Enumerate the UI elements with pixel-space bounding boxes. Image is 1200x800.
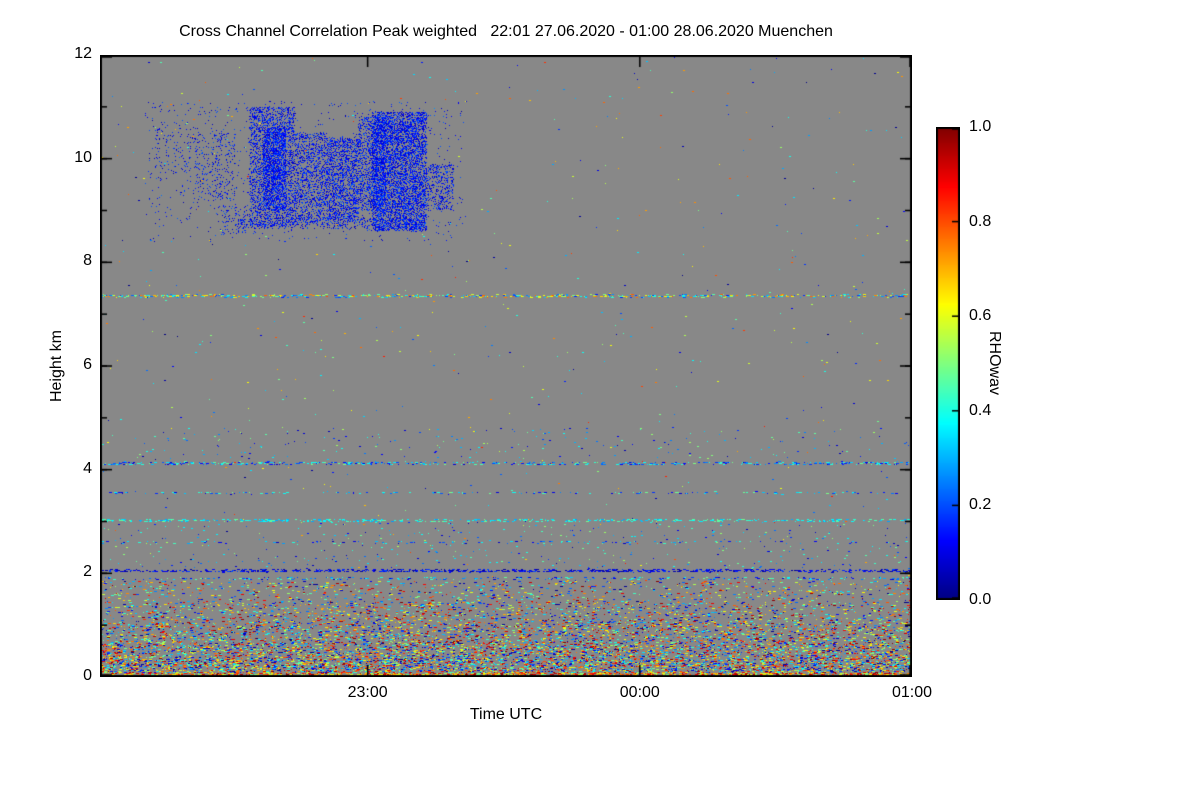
x-tick-label: 23:00 — [347, 684, 388, 701]
colorbar-tick-label: 0.6 — [969, 307, 992, 325]
x-axis-label: Time UTC — [469, 706, 543, 723]
colorbar-canvas — [936, 127, 960, 600]
y-tick-label: 12 — [74, 45, 92, 62]
x-tick-label: 01:00 — [891, 684, 933, 701]
colorbar-tick-label: 0.2 — [969, 496, 992, 514]
x-tick-label: 00:00 — [619, 684, 660, 701]
chart-title: Cross Channel Correlation Peak weighted … — [179, 23, 833, 40]
y-tick-label: 4 — [83, 459, 92, 477]
colorbar-tick-label: 1.0 — [969, 118, 992, 135]
heatmap-plot-canvas — [100, 55, 912, 677]
y-tick-label: 6 — [83, 356, 92, 373]
y-tick-label: 0 — [83, 667, 92, 684]
colorbar-label: RHOwav — [986, 330, 1003, 396]
y-tick-label: 2 — [83, 563, 92, 581]
y-tick-label: 10 — [74, 148, 92, 166]
colorbar-tick-label: 0.8 — [969, 212, 992, 230]
colorbar-tick-label: 0.4 — [969, 401, 992, 419]
colorbar-tick-label: 0.0 — [969, 591, 992, 608]
y-tick-label: 8 — [83, 252, 92, 270]
